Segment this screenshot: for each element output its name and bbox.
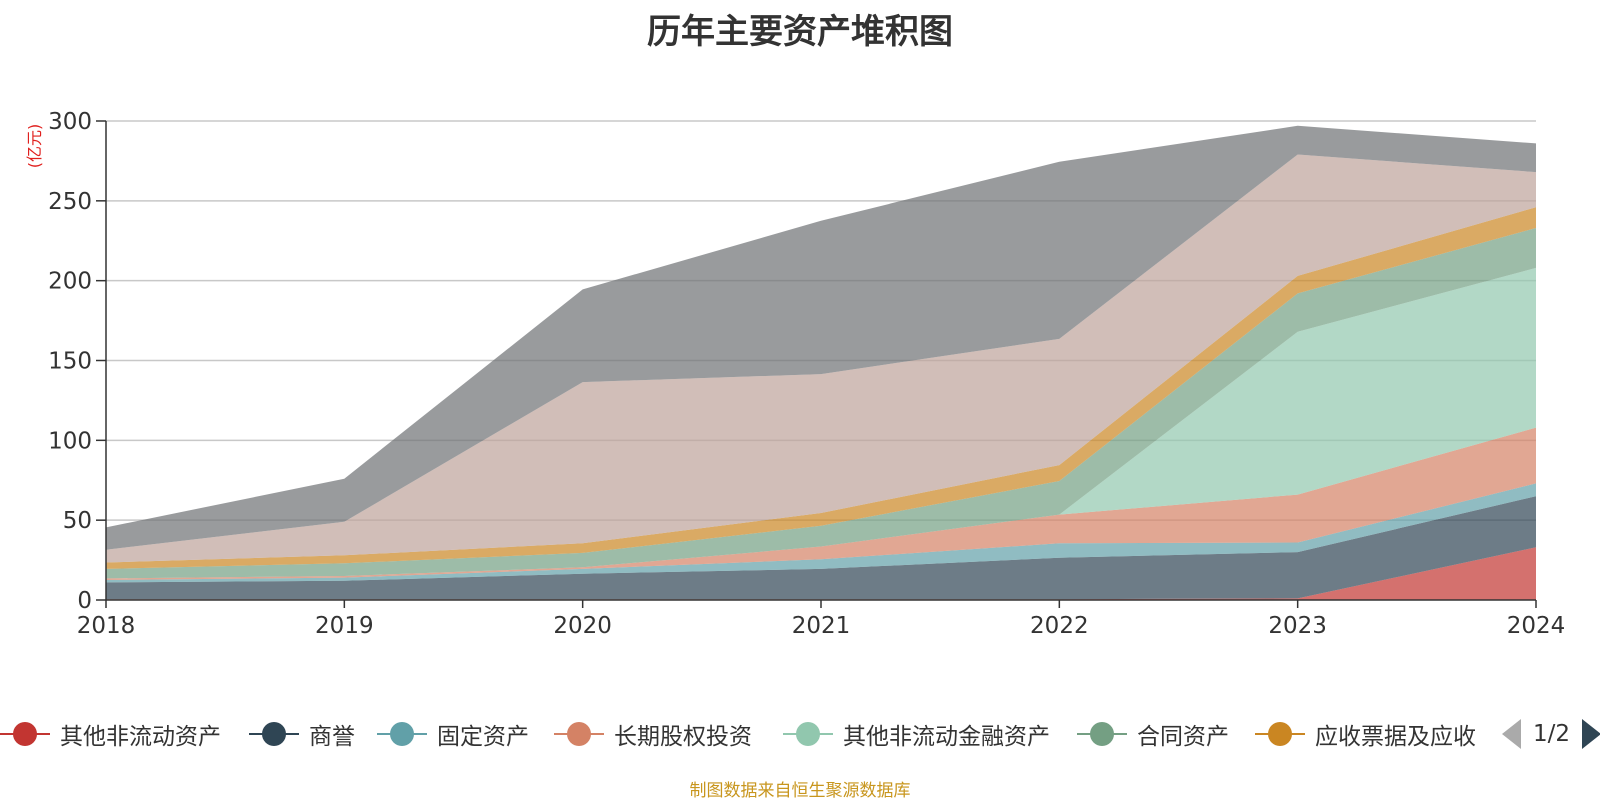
- legend-label: 长期股权投资: [614, 724, 752, 750]
- y-tick-label: 200: [48, 269, 92, 295]
- legend-marker-icon: [783, 719, 833, 749]
- legend-item[interactable]: 应收票据及应收: [1255, 714, 1476, 754]
- x-tick-label: 2022: [1030, 613, 1089, 639]
- y-tick-label: 100: [48, 428, 92, 454]
- area-series-5: [106, 267, 1536, 579]
- area-series-2: [106, 496, 1536, 600]
- y-tick-label: 50: [63, 508, 92, 534]
- legend-marker-icon: [554, 719, 604, 749]
- y-tick-label: 150: [48, 349, 92, 375]
- legend-marker-icon: [1255, 719, 1305, 749]
- y-tick-label: 0: [77, 588, 92, 614]
- source-note: 制图数据来自恒生聚源数据库: [689, 781, 911, 801]
- legend-label: 其他非流动资产: [60, 724, 221, 750]
- area-series: [106, 125, 1536, 600]
- stacked-area-chart: 0 50 100 150 200 250 300 2018 2019 2020 2021 2022 20…: [25, 109, 1565, 639]
- legend-label: 固定资产: [437, 724, 529, 750]
- area-series-9: [106, 125, 1536, 550]
- legend-item[interactable]: 固定资产: [377, 714, 529, 754]
- x-tick-label: 2024: [1507, 613, 1566, 639]
- x-tick-label: 2023: [1268, 613, 1327, 639]
- legend: 其他非流动资产 商誉 固定资产 长期股权投资 其他非流动金融资产 合同资产 应收票据及应收 …: [0, 714, 1600, 754]
- area-series-1: [106, 547, 1536, 600]
- area-series-3: [106, 483, 1536, 583]
- legend-prev-page-icon[interactable]: [1502, 719, 1521, 749]
- legend-page-indicator: 1/2: [1533, 721, 1571, 747]
- area-series-8: [106, 154, 1536, 563]
- y-tick-label: 250: [48, 189, 92, 215]
- area-series-4: [106, 427, 1536, 580]
- x-tick-label: 2019: [315, 613, 374, 639]
- legend-label: 其他非流动金融资产: [843, 724, 1050, 750]
- legend-marker-icon: [0, 719, 50, 749]
- legend-item[interactable]: 其他非流动金融资产: [783, 714, 1050, 754]
- legend-label: 应收票据及应收: [1315, 724, 1476, 750]
- legend-marker-icon: [377, 719, 427, 749]
- y-tick-label: 300: [48, 109, 92, 135]
- x-tick-label: 2018: [77, 613, 136, 639]
- legend-next-page-icon[interactable]: [1582, 719, 1600, 749]
- legend-marker-icon: [1077, 719, 1127, 749]
- legend-item[interactable]: 长期股权投资: [554, 714, 752, 754]
- legend-label: 合同资产: [1137, 724, 1229, 750]
- legend-item[interactable]: 合同资产: [1077, 714, 1229, 754]
- legend-label: 商誉: [309, 724, 355, 750]
- legend-item[interactable]: 商誉: [249, 714, 355, 754]
- chart-title: 历年主要资产堆积图: [647, 12, 953, 52]
- legend-item[interactable]: 其他非流动资产: [0, 714, 221, 754]
- x-tick-label: 2021: [792, 613, 851, 639]
- x-tick-label: 2020: [553, 613, 612, 639]
- legend-marker-icon: [249, 719, 299, 749]
- axes: 0 50 100 150 200 250 300 2018 2019 2020 2021 2022 20…: [48, 109, 1565, 639]
- legend-pager: 1/2: [1502, 714, 1600, 754]
- y-unit-label: (亿元): [25, 124, 44, 169]
